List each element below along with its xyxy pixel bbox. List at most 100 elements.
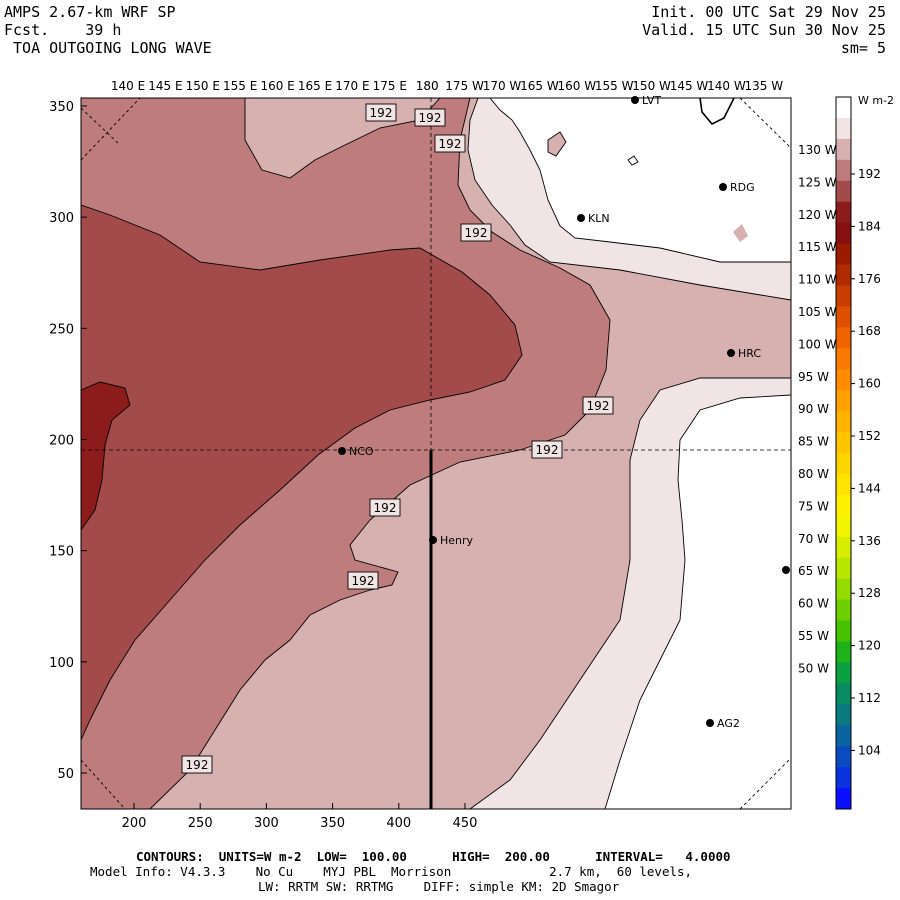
station-label: NCO	[349, 445, 374, 458]
x-tick-label: 250	[188, 816, 213, 831]
model-info: Model Info: V4.3.3 No Cu MYJ PBL Morriso…	[90, 864, 693, 879]
contour-label: 192	[419, 111, 442, 125]
contour-label-layer: 192 192 192 192 192 192 192 192 192	[181, 103, 614, 774]
colorbar-swatch	[836, 494, 851, 517]
olr-band-above-200	[490, 98, 791, 262]
y-tick-label: 300	[49, 211, 74, 226]
station-label: LVT	[642, 94, 661, 107]
colorbar-swatch	[836, 725, 851, 747]
longitude-label: 145 E	[148, 79, 182, 93]
title-block-left: AMPS 2.67-km WRF SP Fcst. 39 h TOA OUTGO…	[4, 3, 212, 57]
longitude-label: 150 W	[632, 79, 671, 93]
latitude-label: 75 W	[798, 499, 829, 513]
longitude-label: 155 E	[223, 79, 257, 93]
contour-line-island	[547, 131, 567, 157]
contour-label: 192	[370, 106, 393, 120]
colorbar: W m-2 192 184 176 168 160 152 144 136 128 120 112 10…	[835, 94, 894, 810]
latitude-label: 60 W	[798, 597, 829, 611]
latitude-label: 65 W	[798, 564, 829, 578]
contour-line-outer-south	[604, 394, 791, 809]
y-tick-label: 50	[57, 767, 74, 782]
y-tick-label: 200	[49, 434, 74, 449]
contour-label-box	[460, 223, 492, 242]
longitude-label: 145 W	[670, 79, 709, 93]
contour-label-box	[434, 134, 466, 153]
longitude-label: 170 E	[335, 79, 369, 93]
contour-label: 192	[352, 574, 375, 588]
station-marker	[338, 447, 346, 455]
model-title: AMPS 2.67-km WRF SP	[4, 3, 176, 21]
y-axis: 350 300 250 200 150 100 50	[49, 100, 87, 782]
colorbar-swatch	[836, 327, 851, 349]
contour-label-box	[365, 103, 397, 122]
olr-band-above-200-south	[605, 395, 791, 809]
filled-contours	[81, 98, 791, 809]
x-tick-label: 350	[320, 816, 345, 831]
contour-label-box	[369, 498, 401, 517]
olr-island-192	[548, 132, 566, 156]
x-axis: 200 250 300 350 400 450	[122, 803, 478, 831]
colorbar-swatch	[836, 285, 851, 307]
colorbar-swatch	[836, 557, 851, 580]
longitude-label: 160 W	[558, 79, 597, 93]
colorbar-label: 112	[858, 691, 881, 705]
domain-edge-dashed	[81, 98, 791, 809]
latitude-label: 100 W	[798, 337, 837, 351]
station-label: KLN	[588, 212, 610, 225]
title-block-right: Init. 00 UTC Sat 29 Nov 25 Valid. 15 UTC…	[642, 3, 886, 57]
colorbar-swatch	[836, 767, 851, 789]
longitude-label: 160 E	[260, 79, 294, 93]
olr-band-176-180	[81, 382, 130, 530]
latitude-label: 130 W	[798, 143, 837, 157]
olr-band-180-184	[81, 205, 522, 809]
station-label: AG2	[717, 717, 740, 730]
colorbar-swatch	[836, 201, 851, 224]
colorbar-label: 120	[858, 639, 881, 653]
colorbar-label: 152	[858, 429, 881, 443]
station-marker	[577, 214, 585, 222]
colorbar-frame	[835, 96, 852, 810]
latitude-label: 115 W	[798, 240, 837, 254]
forecast-hour: 39 h	[85, 21, 122, 39]
colorbar-label: 144	[858, 481, 881, 495]
contour-label: 192	[186, 758, 209, 772]
colorbar-swatch	[836, 578, 851, 601]
colorbar-swatch	[836, 704, 851, 726]
longitude-label: 155 W	[595, 79, 634, 93]
colorbar-label: 192	[858, 167, 881, 181]
x-tick-label: 300	[254, 816, 279, 831]
longitude-label: 165 E	[298, 79, 332, 93]
x-tick-label: 450	[453, 816, 478, 831]
contour-line-192-east	[467, 98, 791, 301]
colorbar-swatch	[836, 599, 851, 622]
colorbar-label: 176	[858, 272, 881, 286]
field-title: TOA OUTGOING LONG WAVE	[13, 39, 212, 57]
longitude-label: 140 E	[111, 79, 145, 93]
colorbar-swatch	[836, 453, 851, 475]
colorbar-swatch	[836, 264, 851, 286]
colorbar-swatch	[836, 515, 851, 538]
forecast-label: Fcst.	[4, 21, 50, 39]
longitude-label: 150 E	[186, 79, 220, 93]
colorbar-label: 184	[858, 219, 881, 233]
colorbar-swatch	[836, 348, 851, 370]
station-marker	[429, 536, 437, 544]
latitude-labels: 130 W 125 W 120 W 115 W 110 W 105 W 100 W 95 W 9…	[798, 143, 837, 675]
colorbar-swatch	[836, 222, 851, 245]
colorbar-swatch	[836, 641, 851, 663]
physics-info: LW: RRTM SW: RRTMG DIFF: simple KM: 2D S…	[258, 879, 620, 894]
longitude-label: 170 W	[483, 79, 522, 93]
contour-label: 192	[536, 443, 559, 457]
contour-line-outer-north	[489, 98, 791, 263]
station-marker	[719, 183, 727, 191]
colorbar-label: 104	[858, 743, 881, 757]
station-label: HRC	[738, 347, 761, 360]
longitude-label: 140 W	[707, 79, 746, 93]
colorbar-swatch	[836, 432, 851, 454]
colorbar-swatch	[836, 138, 851, 161]
colorbar-swatch	[836, 180, 851, 203]
colorbar-swatch	[836, 746, 851, 768]
longitude-label: 175 W	[445, 79, 484, 93]
colorbar-swatch	[836, 683, 851, 705]
colorbar-label: 136	[858, 534, 881, 548]
